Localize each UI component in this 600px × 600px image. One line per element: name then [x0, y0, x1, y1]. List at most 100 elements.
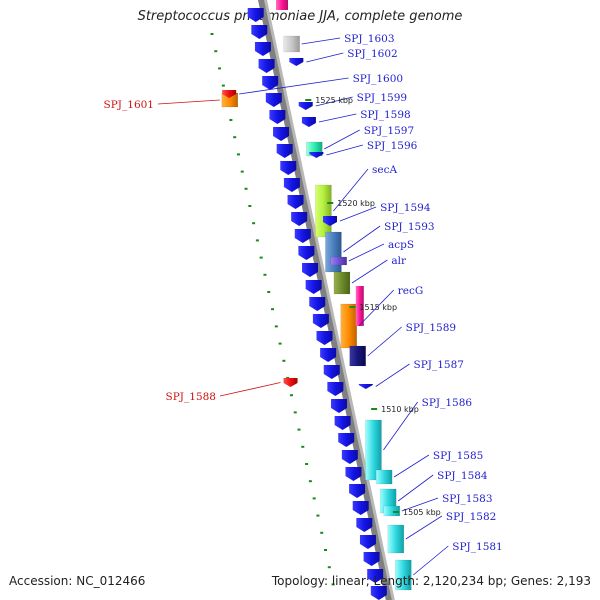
map-title: Streptococcus pneumoniae JJA, complete g…: [137, 9, 463, 24]
kbp-marker-label: 1525 kbp: [315, 96, 353, 105]
genome-summary: Topology: linear; Length: 2,120,234 bp; …: [271, 574, 591, 588]
gene-SPJ_1602[interactable]: [289, 58, 304, 66]
gene-arrow[interactable]: [305, 280, 322, 294]
gene-SPJ_1598[interactable]: [301, 117, 316, 127]
gene-arrow[interactable]: [254, 42, 271, 56]
gene-label-SPJ_1581[interactable]: SPJ_1581: [452, 541, 502, 553]
gene-arrow[interactable]: [338, 433, 355, 447]
gene-arrow[interactable]: [370, 586, 387, 600]
gene-arrow[interactable]: [262, 76, 279, 90]
gene-label-recG[interactable]: recG: [398, 285, 424, 297]
gene-SPJ_1583[interactable]: [383, 505, 401, 517]
gene-segment[interactable]: [276, 0, 288, 10]
gene-arrow[interactable]: [334, 416, 351, 430]
gene-arrow[interactable]: [359, 535, 376, 549]
gene-label-SPJ_1584[interactable]: SPJ_1584: [437, 470, 488, 482]
gene-arrow[interactable]: [349, 484, 366, 498]
leader-line: [393, 454, 430, 478]
leader-line: [239, 77, 349, 95]
gene-label-SPJ_1600[interactable]: SPJ_1600: [353, 73, 403, 85]
gene-label-SPJ_1582[interactable]: SPJ_1582: [446, 511, 496, 523]
gene-label-SPJ_1602[interactable]: SPJ_1602: [347, 48, 397, 60]
gene-arrow[interactable]: [320, 348, 337, 362]
gene-arrow[interactable]: [291, 212, 308, 226]
gene-alr[interactable]: [333, 271, 351, 295]
leader-line: [306, 52, 344, 63]
kbp-marker-label: 1505 kbp: [403, 508, 441, 517]
gene-arrow[interactable]: [345, 467, 362, 481]
gene-label-secA[interactable]: secA: [372, 164, 397, 176]
gene-acpS[interactable]: [330, 256, 347, 266]
gene-label-SPJ_1583[interactable]: SPJ_1583: [442, 493, 492, 505]
gene-arrow[interactable]: [341, 450, 358, 464]
gene-label-SPJ_1588[interactable]: SPJ_1588: [166, 391, 216, 403]
gene-arrow[interactable]: [283, 178, 300, 192]
gene-arrow[interactable]: [251, 25, 268, 39]
gene-SPJ_1599[interactable]: [298, 102, 313, 110]
gene-arrow[interactable]: [280, 161, 297, 175]
gene-label-SPJ_1589[interactable]: SPJ_1589: [406, 322, 456, 334]
gene-label-SPJ_1599[interactable]: SPJ_1599: [357, 92, 407, 104]
kbp-marker-label: 1515 kbp: [359, 303, 397, 312]
gene-label-SPJ_1601[interactable]: SPJ_1601: [104, 99, 154, 111]
gene-secA[interactable]: [315, 184, 332, 238]
gene-label-SPJ_1585[interactable]: SPJ_1585: [433, 450, 483, 462]
gene-label-SPJ_1587[interactable]: SPJ_1587: [414, 359, 464, 371]
gene-SPJ_1582[interactable]: [387, 524, 405, 554]
gene-label-SPJ_1603[interactable]: SPJ_1603: [344, 33, 394, 45]
gene-label-SPJ_1586[interactable]: SPJ_1586: [422, 397, 473, 409]
gene-arrow[interactable]: [352, 501, 369, 515]
leader-line: [326, 144, 363, 156]
gene-arrow[interactable]: [367, 569, 384, 583]
accession-label: Accession: NC_012466: [9, 574, 146, 588]
gene-arrow[interactable]: [356, 518, 373, 532]
gene-arrow[interactable]: [316, 331, 333, 345]
gene-arrow[interactable]: [312, 314, 329, 328]
gene-arrow[interactable]: [276, 144, 293, 158]
leader-line: [383, 401, 418, 451]
gene-arrow[interactable]: [273, 127, 290, 141]
gene-recG[interactable]: [340, 303, 358, 349]
gene-arrow[interactable]: [327, 382, 344, 396]
gene-arrow[interactable]: [294, 229, 311, 243]
gene-arrow[interactable]: [269, 110, 286, 124]
gene-SPJ_1603[interactable]: [283, 35, 300, 53]
gene-label-SPJ_1594[interactable]: SPJ_1594: [380, 202, 431, 214]
gene-SPJ_1588[interactable]: [283, 378, 298, 387]
gene-arrow[interactable]: [258, 59, 275, 73]
leader-line: [405, 515, 443, 540]
gene-arrow[interactable]: [247, 8, 264, 22]
gene-arrow[interactable]: [330, 399, 347, 413]
leader-line: [348, 243, 385, 262]
gene-label-alr[interactable]: alr: [391, 255, 407, 267]
gene-SPJ_1596[interactable]: [309, 152, 324, 158]
gene-label-SPJ_1598[interactable]: SPJ_1598: [360, 109, 410, 121]
gene-SPJ_1600[interactable]: [222, 90, 237, 98]
gene-arrow[interactable]: [298, 246, 315, 260]
gene-arrow[interactable]: [323, 365, 340, 379]
gene-SPJ_1594[interactable]: [323, 216, 338, 226]
gene-label-SPJ_1596[interactable]: SPJ_1596: [367, 140, 418, 152]
gene-label-SPJ_1593[interactable]: SPJ_1593: [384, 221, 434, 233]
leader-line: [318, 113, 357, 123]
gene-SPJ_1587[interactable]: [358, 384, 373, 389]
gene-label-acpS[interactable]: acpS: [388, 239, 414, 251]
leader-line: [401, 497, 439, 512]
leader-line: [157, 99, 220, 105]
gene-arrow[interactable]: [363, 552, 380, 566]
gene-label-SPJ_1597[interactable]: SPJ_1597: [364, 125, 414, 137]
gene-SPJ_1589[interactable]: [349, 345, 366, 367]
leader-line: [375, 363, 410, 387]
leader-line: [367, 326, 402, 357]
gene-SPJ_1581[interactable]: [395, 559, 412, 591]
leader-line: [358, 289, 395, 327]
gene-arrow[interactable]: [309, 297, 326, 311]
gene-arrow[interactable]: [265, 93, 282, 107]
gene-arrow[interactable]: [287, 195, 304, 209]
gene-arrow[interactable]: [302, 263, 319, 277]
gene-SPJ_1586[interactable]: [365, 419, 382, 481]
leader-line: [339, 206, 377, 222]
gene-SPJ_1585[interactable]: [375, 469, 393, 485]
gene-SPJ_1593[interactable]: [325, 231, 342, 273]
gene-segment[interactable]: [355, 286, 364, 326]
